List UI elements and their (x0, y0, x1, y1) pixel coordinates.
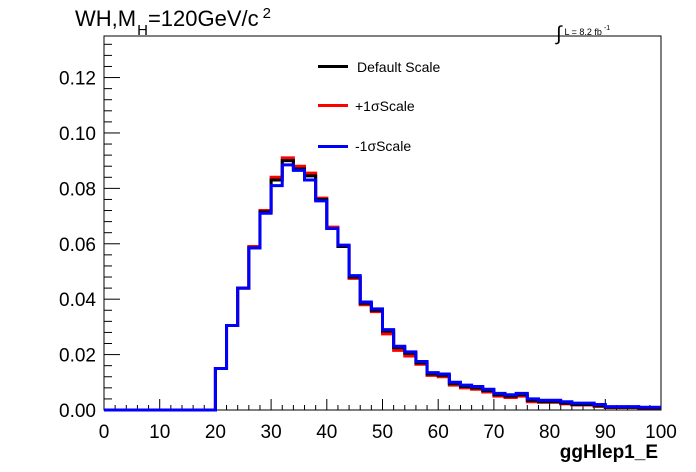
x-tick-label: 30 (261, 422, 282, 443)
histograms (104, 156, 661, 412)
lumi-superscript: -1 (603, 25, 611, 32)
x-tick-label: 90 (595, 422, 616, 443)
histogram-series-2 (104, 163, 661, 412)
legend-label-default: Default Scale (357, 59, 441, 75)
title-subscript: H (137, 22, 148, 39)
x-tick-label: 100 (645, 422, 677, 443)
x-axis-title: ggHlep1_E (559, 442, 658, 463)
title-main: WH,M (75, 6, 137, 31)
lumi-text: L = 8.2 fb (564, 27, 602, 37)
title-rest: =120GeV/c (147, 6, 259, 31)
x-tick-label: 10 (149, 422, 170, 443)
x-tick-label: 80 (539, 422, 560, 443)
x-tick-label: 40 (316, 422, 337, 443)
legend-line-default (318, 65, 348, 68)
luminosity-label: ∫ L = 8.2 fb -1 (556, 18, 611, 45)
histogram-series-0 (104, 159, 661, 412)
x-tick-label: 70 (483, 422, 504, 443)
y-tick-label: 0.10 (59, 124, 96, 145)
x-tick-label: 50 (372, 422, 393, 443)
y-tick-label: 0.06 (59, 235, 96, 256)
y-tick-label: 0.00 (59, 401, 96, 422)
legend-line-plus (318, 104, 348, 107)
legend-line-minus (318, 145, 348, 148)
chart-title: WH,MH=120GeV/c 2 (75, 5, 271, 39)
y-tick-label: 0.04 (59, 290, 96, 311)
tick-labels: 0 10 20 30 40 50 60 70 80 90 100 0.00 0.02 0.04 0.06 0.… (59, 69, 677, 443)
axis-ticks (103, 43, 662, 411)
integral-symbol: ∫ (556, 23, 562, 45)
histogram-series-1 (104, 156, 661, 412)
plot-frame (103, 35, 662, 411)
legend-label-plus: +1σScale (355, 98, 415, 114)
y-tick-label: 0.08 (59, 179, 96, 200)
x-tick-label: 20 (205, 422, 226, 443)
y-tick-label: 0.12 (59, 69, 96, 90)
x-tick-label: 60 (428, 422, 449, 443)
legend-label-minus: -1σScale (355, 138, 412, 154)
x-tick-label: 0 (99, 422, 110, 443)
title-superscript: 2 (262, 5, 271, 22)
y-tick-label: 0.02 (59, 346, 96, 367)
